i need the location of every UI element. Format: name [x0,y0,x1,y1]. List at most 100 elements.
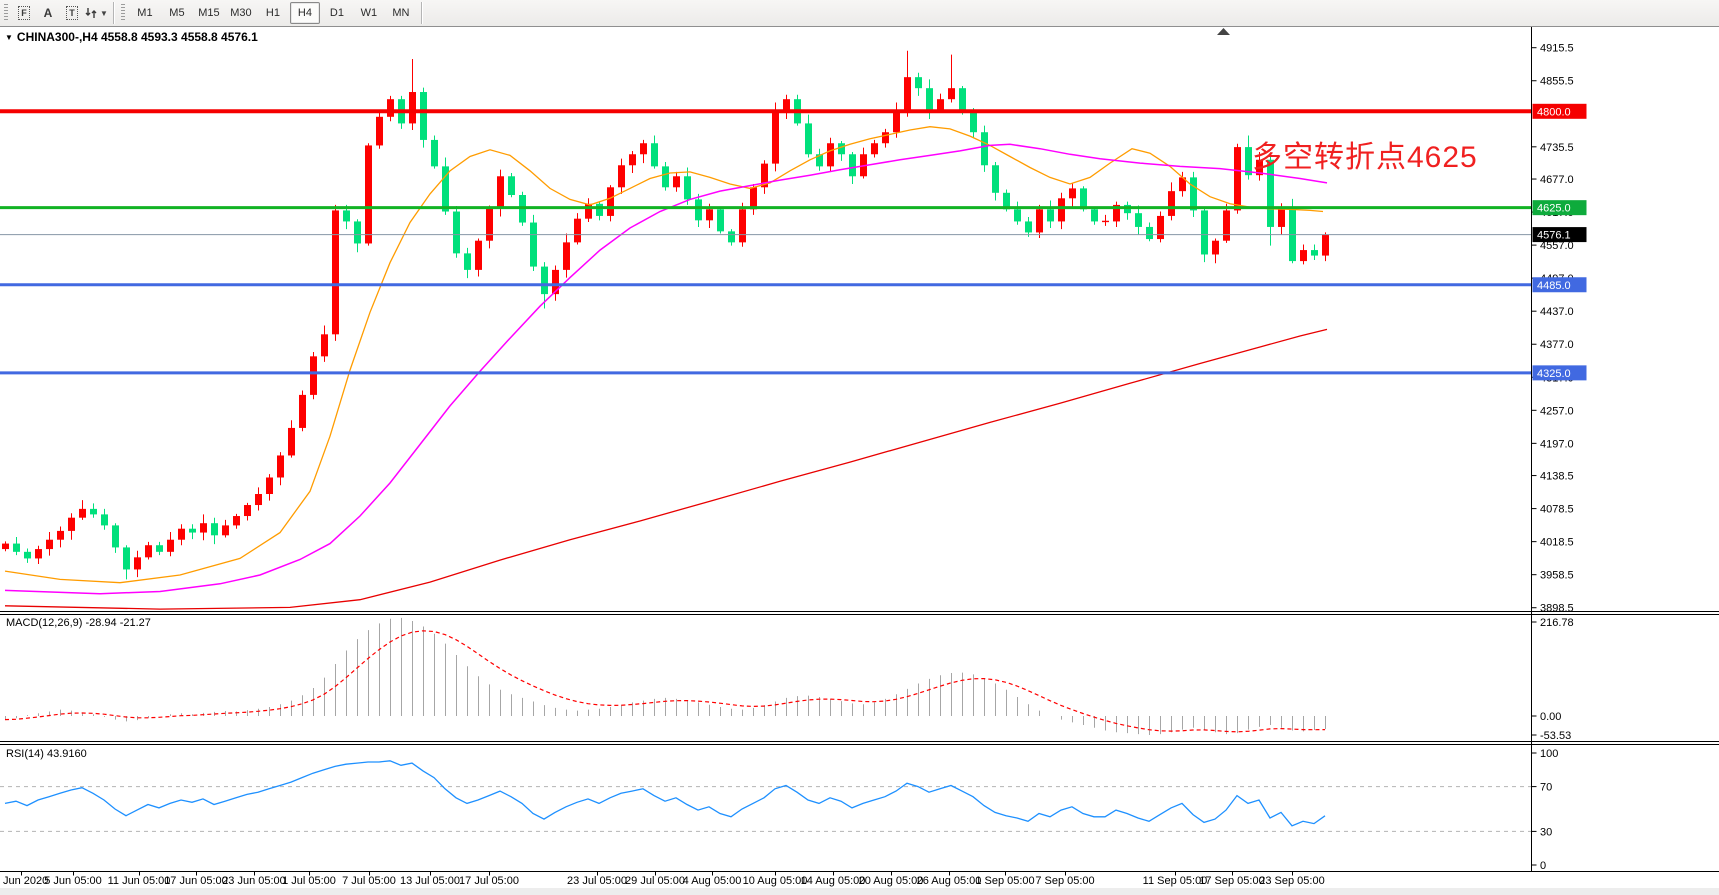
candle-body [112,525,119,548]
candle-body [783,99,790,111]
candle-body [1080,188,1087,210]
candle-body [1179,177,1186,192]
date-tick-label: 29 Jul 05:00 [625,875,685,887]
chart-menu-caret-icon[interactable]: ▼ [5,32,13,42]
hline-price-tag-label: 4485.0 [1537,280,1571,292]
macd-tick-label: 0.00 [1540,711,1561,723]
timeframe-button-m30[interactable]: M30 [230,7,252,19]
candle-body [1278,207,1285,227]
ma-slow-red [4,328,1328,610]
candle-body [761,163,768,188]
timeframe-button-w1[interactable]: W1 [360,7,378,19]
price-tick-label: 4855.5 [1540,76,1574,88]
chart-annotation-text: 多空转折点4625 [1252,141,1478,174]
price-tick-label: 4735.5 [1540,142,1574,154]
text-label-tool-icon[interactable]: T [60,1,84,25]
rsi-tick-label: 100 [1540,748,1558,760]
candle-body [904,77,911,111]
candle-body [970,110,977,133]
candle-body [1256,159,1263,176]
candle-body [1223,210,1230,241]
candle-body [508,176,515,196]
candle-body [409,92,416,124]
candle-body [893,110,900,133]
candle-body [200,523,207,533]
candle-body [167,539,174,552]
candle-body [1025,221,1032,233]
candle-body [244,505,251,517]
candle-body [453,211,460,254]
candle-body [706,209,713,221]
timeframe-button-d1[interactable]: D1 [329,7,344,19]
price-tick-label: 3958.5 [1540,570,1574,582]
candle-body [431,139,438,167]
timeframe-button-m15[interactable]: M15 [198,7,220,19]
macd-signal-line [4,630,1326,733]
candle-body [574,218,581,243]
text-tool-icon[interactable]: A [36,1,60,25]
toolbar-grip-2[interactable] [120,4,125,22]
price-tick-label: 4437.0 [1540,306,1574,318]
candle-body [926,88,933,111]
timeframe-button-m1[interactable]: M1 [137,7,153,19]
candle-body [849,154,856,177]
candle-body [365,145,372,244]
candle-body [563,242,570,270]
candle-body [596,203,603,216]
toolbar-grip[interactable] [4,4,8,22]
candle-body [1311,250,1318,256]
hline-price-tag [1532,227,1587,243]
candle-body [662,166,669,188]
ma-mid-magenta [4,143,1328,595]
candle-body [827,143,834,167]
timeframe-button-m5[interactable]: M5 [169,7,185,19]
candle-body [1058,198,1065,222]
date-tick-label: 1 Jun 2020 [0,875,48,887]
price-tick-label: 4257.0 [1540,405,1574,417]
date-tick-label: 17 Jun 05:00 [164,875,228,887]
timeframe-button-h4[interactable]: H4 [289,2,320,24]
price-tick-label: 4138.5 [1540,471,1574,483]
candle-body [222,525,229,536]
candle-body [915,77,922,89]
candle-body [618,165,625,188]
price-tick-label: 4677.0 [1540,174,1574,186]
candle-body [959,88,966,111]
candle-body [1036,209,1043,233]
candle-body [871,143,878,155]
candle-body [1091,209,1098,222]
candle-body [1069,188,1076,199]
dotted-frame-icon[interactable]: F [12,1,36,25]
candle-body [673,176,680,188]
price-tick-label: 4377.0 [1540,339,1574,351]
candle-body [838,143,845,155]
candle-body [530,222,537,267]
candle-body [134,557,141,570]
candle-body [79,508,86,518]
candle-body [233,516,240,526]
candle-body [310,356,317,395]
date-tick-label: 7 Sep 05:00 [1035,875,1094,887]
candle-body [376,116,383,146]
candle-body [805,123,812,155]
candles [2,50,1329,610]
timeframe-button-h1[interactable]: H1 [265,7,280,19]
candle-body [816,154,823,167]
candle-body [607,187,614,216]
date-tick-label: 17 Sep 05:00 [1199,875,1264,887]
timeframe-button-mn[interactable]: MN [392,7,410,19]
candle-body [464,253,471,270]
candle-body [552,269,559,295]
candle-body [387,99,394,117]
chart-shift-marker-icon[interactable] [1217,28,1230,35]
ma-fast-orange [4,126,1324,584]
toolbar: F A T ▼ M1 M5 M15 M30 H1 H4 D1 W1 MN [0,0,1719,27]
price-tick-label: 4078.5 [1540,504,1574,516]
rsi-tick-label: 30 [1540,826,1552,838]
candle-body [695,199,702,221]
candle-body [321,334,328,357]
date-tick-label: 14 Aug 05:00 [801,875,866,887]
candle-body [1157,215,1164,240]
arrow-tools-icon[interactable]: ▼ [84,1,109,25]
